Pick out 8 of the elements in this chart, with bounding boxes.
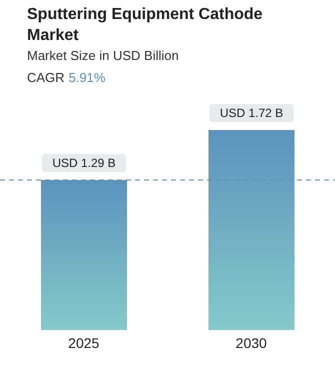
chart-subtitle: Market Size in USD Billion <box>27 48 179 63</box>
data-label: USD 1.29 B <box>52 156 116 170</box>
text: CAGR <box>27 70 65 85</box>
chart-title: Sputtering Equipment Cathode Market <box>27 5 264 46</box>
data-label: USD 1.72 B <box>220 106 284 120</box>
text: 5.91% <box>68 70 106 85</box>
x-tick-label: 2030 <box>236 334 268 351</box>
x-tick-label: 2025 <box>68 334 100 351</box>
